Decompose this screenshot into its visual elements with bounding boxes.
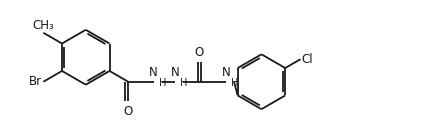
Text: CH₃: CH₃ bbox=[33, 19, 54, 32]
Text: O: O bbox=[123, 105, 133, 118]
Text: Cl: Cl bbox=[302, 53, 313, 66]
Text: N: N bbox=[149, 66, 158, 79]
Text: H: H bbox=[231, 78, 239, 88]
Text: Br: Br bbox=[29, 75, 42, 88]
Text: O: O bbox=[194, 46, 203, 59]
Text: H: H bbox=[159, 78, 166, 88]
Text: N: N bbox=[171, 66, 179, 79]
Text: H: H bbox=[180, 78, 187, 88]
Text: N: N bbox=[222, 66, 231, 79]
